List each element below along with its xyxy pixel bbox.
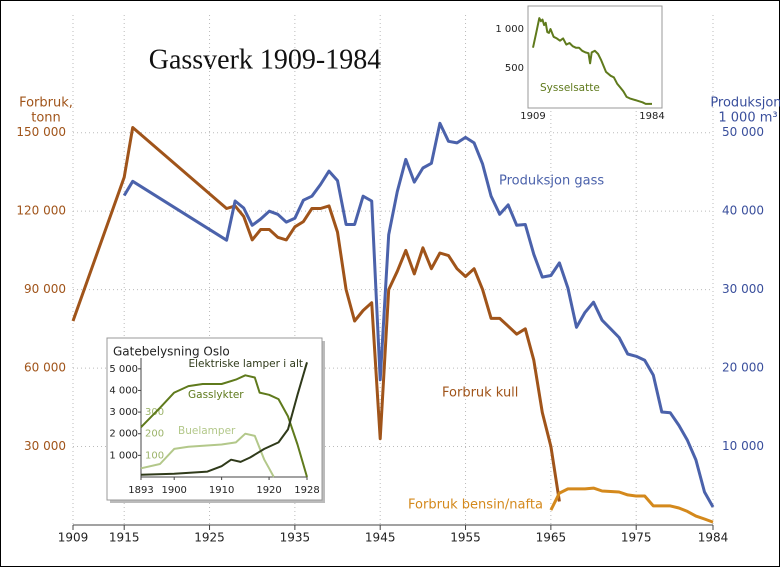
x-tick-label: 1910 (209, 485, 234, 496)
y-tick-label: 4 000 (109, 385, 138, 396)
street-light-inset: Gatebelysning Oslo 1893 1900 1910 1920 1928 1… (106, 337, 325, 503)
series-label: Buelamper (178, 425, 236, 437)
axis-label: Forbruk, (19, 96, 73, 111)
series-line (140, 432, 275, 478)
y-tick-label: 200 (145, 429, 164, 440)
series-line (140, 374, 308, 478)
y-tick-label: 100 (145, 450, 164, 461)
chart-title: Gassverk 1909-1984 (149, 44, 382, 75)
x-tick-label: 1909 (520, 111, 545, 122)
x-tick-label: 1900 (161, 485, 186, 496)
axis-label: Produksjon, (710, 96, 780, 111)
series-label: Gasslykter (188, 389, 244, 401)
x-tick-label: 1928 (294, 485, 319, 496)
y-tick-label: 2 000 (109, 429, 138, 440)
x-tick-label: 1945 (365, 531, 396, 545)
y-tick-label: 10 000 (722, 439, 764, 453)
y-tick-label: 1 000 (109, 450, 138, 461)
y-tick-label: 500 (505, 63, 524, 74)
inset-title: Gatebelysning Oslo (113, 345, 230, 359)
series-line (71, 126, 561, 502)
y-tick-label: 120 000 (16, 204, 66, 218)
y-tick-label: 150 000 (16, 125, 66, 139)
y-tick-label: 30 000 (722, 282, 764, 296)
x-tick-label: 1925 (194, 531, 225, 545)
x-tick-label: 1915 (109, 531, 140, 545)
y-tick-label: 1 000 (495, 24, 524, 35)
y-tick-label: 50 000 (722, 125, 764, 139)
x-tick-label: 1984 (639, 111, 664, 122)
x-tick-label: 1920 (256, 485, 281, 496)
x-tick-label: 1909 (58, 531, 89, 545)
x-tick-label: 1965 (536, 531, 567, 545)
x-tick-label: 1955 (450, 531, 481, 545)
series-label: Produksjon gass (499, 174, 604, 189)
x-tick-label: 1893 (128, 485, 153, 496)
series-label: Forbruk kull (442, 386, 518, 401)
axis-label: 1 000 m³ (718, 111, 777, 126)
x-tick-label: 1984 (698, 531, 729, 545)
y-tick-label: 60 000 (24, 361, 66, 375)
y-tick-label: 30 000 (24, 439, 66, 453)
series-label: Sysselsatte (540, 82, 600, 94)
series-label: Elektriske lamper i alt (188, 358, 303, 370)
employees-inset: 1909 1984 1 000 500 Sysselsatte (495, 5, 665, 122)
series-line (140, 362, 308, 476)
series-line (532, 17, 652, 105)
series-line (549, 486, 714, 524)
inset-box (527, 5, 663, 109)
x-tick-label: 1935 (280, 531, 311, 545)
inset-box (106, 337, 323, 501)
y-tick-label: 90 000 (24, 282, 66, 296)
series-label: Forbruk bensin/nafta (408, 498, 543, 513)
series-line (122, 121, 715, 508)
y-tick-label: 40 000 (722, 204, 764, 218)
y-tick-label: 5 000 (109, 364, 138, 375)
x-tick-label: 1975 (621, 531, 652, 545)
y-tick-label: 20 000 (722, 361, 764, 375)
y-tick-label: 3 000 (109, 407, 138, 418)
axis-label: tonn (31, 111, 61, 126)
